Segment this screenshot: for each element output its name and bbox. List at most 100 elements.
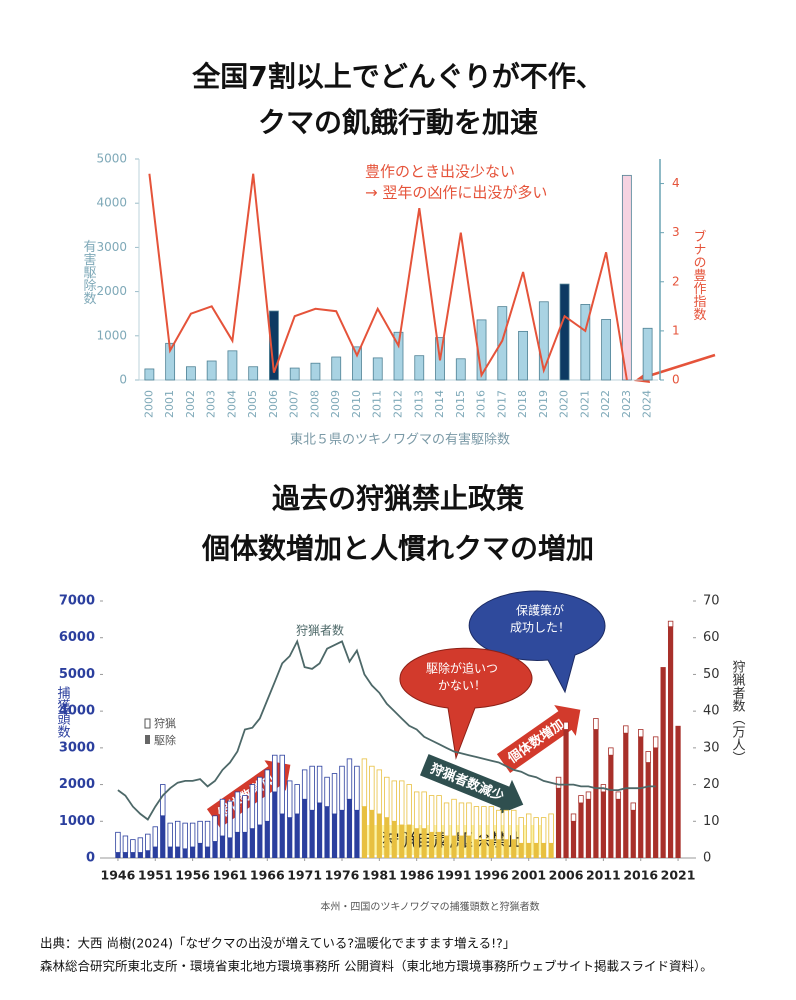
x-tick-label: 2024: [641, 390, 654, 418]
bar: [455, 358, 466, 381]
bar-removal: [466, 835, 472, 858]
x-tick-label: 2017: [495, 390, 508, 418]
bar-removal: [264, 821, 270, 858]
y2-tick-label: 1: [672, 323, 680, 337]
bar-hunting: [272, 754, 278, 793]
bar-removal: [167, 846, 173, 858]
y-tick-label: 3000: [96, 240, 127, 254]
bar-removal: [391, 821, 397, 858]
bar-removal: [302, 799, 308, 858]
bar-removal: [503, 839, 509, 858]
y2-tick-label: 70: [703, 594, 720, 609]
x-tick-label: 2022: [599, 390, 612, 418]
bar-removal: [481, 839, 487, 858]
bar-hunting: [608, 747, 614, 756]
x-axis-label: 東北５県のツキノワグマの有害駆除数: [290, 432, 510, 448]
bar-removal: [249, 828, 255, 858]
x-tick-label: 2011: [586, 868, 621, 883]
x-tick-label: 1946: [101, 868, 136, 883]
bar-removal: [570, 821, 577, 858]
x-tick-label: 2001: [511, 868, 546, 883]
bar-hunting: [428, 795, 435, 833]
x-tick-label: 2000: [142, 390, 155, 418]
x-tick-label: 2009: [329, 390, 342, 418]
y2-tick-label: 0: [703, 851, 711, 866]
bar: [206, 360, 217, 381]
bar-hunting: [555, 776, 562, 789]
bar: [580, 304, 591, 381]
bar-hunting: [331, 773, 338, 815]
bar-hunting: [451, 798, 457, 837]
bar-removal: [212, 841, 218, 858]
bar-removal: [272, 791, 278, 858]
y-tick-label: 4000: [59, 704, 95, 719]
bar-removal: [436, 832, 442, 858]
bar-hunting: [152, 826, 158, 848]
bar-removal: [309, 810, 315, 858]
y-tick-label: 2000: [59, 777, 95, 792]
title: 全国7割以上でどんぐりが不作、: [191, 60, 603, 93]
x-tick-label: 1971: [287, 868, 322, 883]
bar: [601, 319, 611, 381]
legend-swatch: [145, 735, 150, 744]
balloon-text: かない！: [438, 679, 486, 693]
bar: [621, 174, 632, 381]
bar-hunting: [122, 835, 129, 853]
bar-hunting: [623, 725, 629, 734]
bar-removal: [369, 810, 375, 858]
bar-removal: [122, 852, 129, 858]
bar-removal: [555, 788, 562, 858]
bar-removal: [615, 799, 621, 858]
bar: [185, 366, 196, 381]
bar-removal: [496, 839, 502, 858]
bar-removal: [219, 835, 226, 858]
bar-removal: [608, 755, 614, 858]
title: 過去の狩猟禁止政策: [272, 482, 524, 515]
bar-hunting: [615, 791, 622, 800]
bar-removal: [429, 832, 435, 858]
bar-hunting: [481, 806, 487, 841]
x-tick-label: 2019: [537, 390, 550, 418]
bar-removal: [593, 729, 599, 858]
bar-hunting: [645, 751, 651, 763]
y-tick-label: 3000: [59, 740, 95, 755]
bar-hunting: [309, 765, 315, 811]
bar-hunting: [361, 758, 368, 807]
bar-removal: [421, 828, 427, 858]
y2-tick-label: 20: [703, 777, 720, 792]
bar-removal: [145, 850, 151, 858]
bar-removal: [548, 843, 554, 858]
bar: [559, 283, 570, 381]
bar-hunting: [406, 784, 412, 826]
x-tick-label: 1951: [138, 868, 173, 883]
bar: [269, 310, 279, 381]
x-tick-label: 2010: [350, 390, 363, 418]
source: 出典：大西 尚樹(2024)「なぜクマの出没が増えている?温暖化でますます増える…: [40, 936, 515, 951]
pointer-arrow: [641, 353, 716, 380]
bar-hunting: [563, 721, 569, 730]
bar-hunting: [667, 620, 674, 628]
line: [117, 638, 656, 821]
bar-removal: [399, 824, 405, 858]
y-axis-label: 有害駆除数: [81, 240, 97, 305]
bar-hunting: [384, 776, 390, 819]
bar-removal: [190, 846, 196, 858]
bar-removal: [511, 839, 517, 858]
bar-removal: [451, 835, 457, 858]
bar-hunting: [540, 817, 547, 844]
y2-tick-label: 30: [703, 740, 720, 755]
bar-hunting: [369, 765, 375, 811]
bar-hunting: [525, 813, 532, 844]
y2-tick-label: 2: [672, 274, 680, 288]
bar-removal: [160, 815, 166, 858]
bar-removal: [346, 799, 353, 858]
bar-hunting: [488, 806, 495, 841]
x-tick-label: 2021: [661, 868, 696, 883]
bar-hunting: [279, 754, 285, 815]
bar: [538, 301, 549, 381]
balloon-text: 成功した！: [510, 621, 570, 635]
bar-removal: [414, 828, 420, 858]
bar-hunting: [391, 780, 397, 822]
bar-removal: [115, 852, 121, 858]
bar-hunting: [145, 833, 151, 852]
